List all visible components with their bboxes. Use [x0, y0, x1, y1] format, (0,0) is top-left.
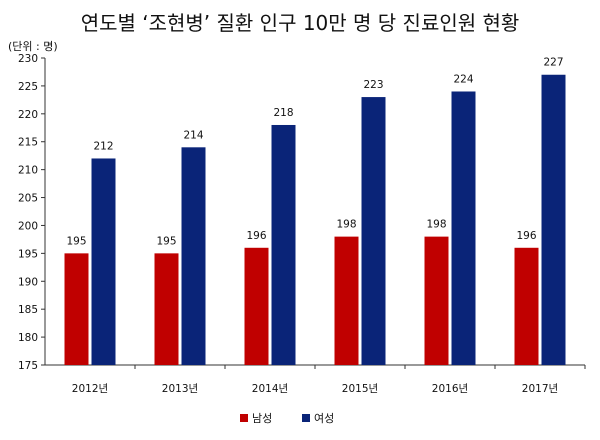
y-tick-label: 225: [18, 81, 38, 93]
bar-female: [271, 124, 296, 366]
unit-label: (단위 : 명): [8, 40, 58, 53]
legend-label: 남성: [252, 412, 272, 425]
plot-area: 175 180 185 190 195 200 205 210 215 220 225 230 195 2…: [18, 53, 586, 395]
bar-female: [541, 74, 566, 365]
bar-female: [91, 158, 116, 365]
data-label: 218: [273, 107, 293, 119]
y-tick-label: 210: [18, 165, 38, 177]
legend-swatch: [302, 414, 310, 422]
y-tick-label: 230: [18, 53, 38, 65]
x-tick-label: 2015년: [342, 383, 378, 395]
y-tick-label: 195: [18, 248, 38, 260]
legend-label: 여성: [314, 412, 334, 425]
y-tick-label: 205: [18, 193, 38, 205]
chart-title: 연도별 ‘조현병’ 질환 인구 10만 명 당 진료인원 현황: [81, 11, 520, 35]
y-tick-label: 185: [18, 304, 38, 316]
y-tick-label: 180: [18, 332, 38, 344]
bar-male: [64, 253, 89, 365]
bar-female: [451, 91, 476, 365]
data-label: 212: [93, 140, 113, 152]
bar-male: [514, 247, 539, 365]
y-tick-label: 175: [18, 360, 38, 372]
data-label: 198: [426, 219, 446, 231]
x-tick-label: 2014년: [252, 383, 288, 395]
x-tick-label: 2013년: [162, 383, 198, 395]
data-label: 214: [183, 129, 203, 141]
bar-male: [334, 236, 359, 365]
y-tick-label: 200: [18, 220, 38, 232]
x-tick-label: 2016년: [432, 383, 468, 395]
data-label: 196: [516, 230, 536, 242]
x-tick-label: 2012년: [72, 383, 108, 395]
data-label: 195: [66, 235, 86, 247]
data-label: 195: [156, 235, 176, 247]
legend-swatch: [240, 414, 248, 422]
bar-male: [244, 247, 269, 365]
bar-female: [361, 97, 386, 365]
bar-female: [181, 147, 206, 365]
data-label: 224: [453, 73, 473, 85]
y-tick-label: 190: [18, 276, 38, 288]
data-label: 198: [336, 219, 356, 231]
data-label: 227: [543, 57, 563, 69]
legend: 남성 여성: [240, 412, 334, 425]
data-label: 196: [246, 230, 266, 242]
bar-male: [424, 236, 449, 365]
bar-male: [154, 253, 179, 365]
y-tick-label: 220: [18, 109, 38, 121]
x-tick-label: 2017년: [522, 383, 558, 395]
y-tick-label: 215: [18, 137, 38, 149]
data-label: 223: [363, 79, 383, 91]
